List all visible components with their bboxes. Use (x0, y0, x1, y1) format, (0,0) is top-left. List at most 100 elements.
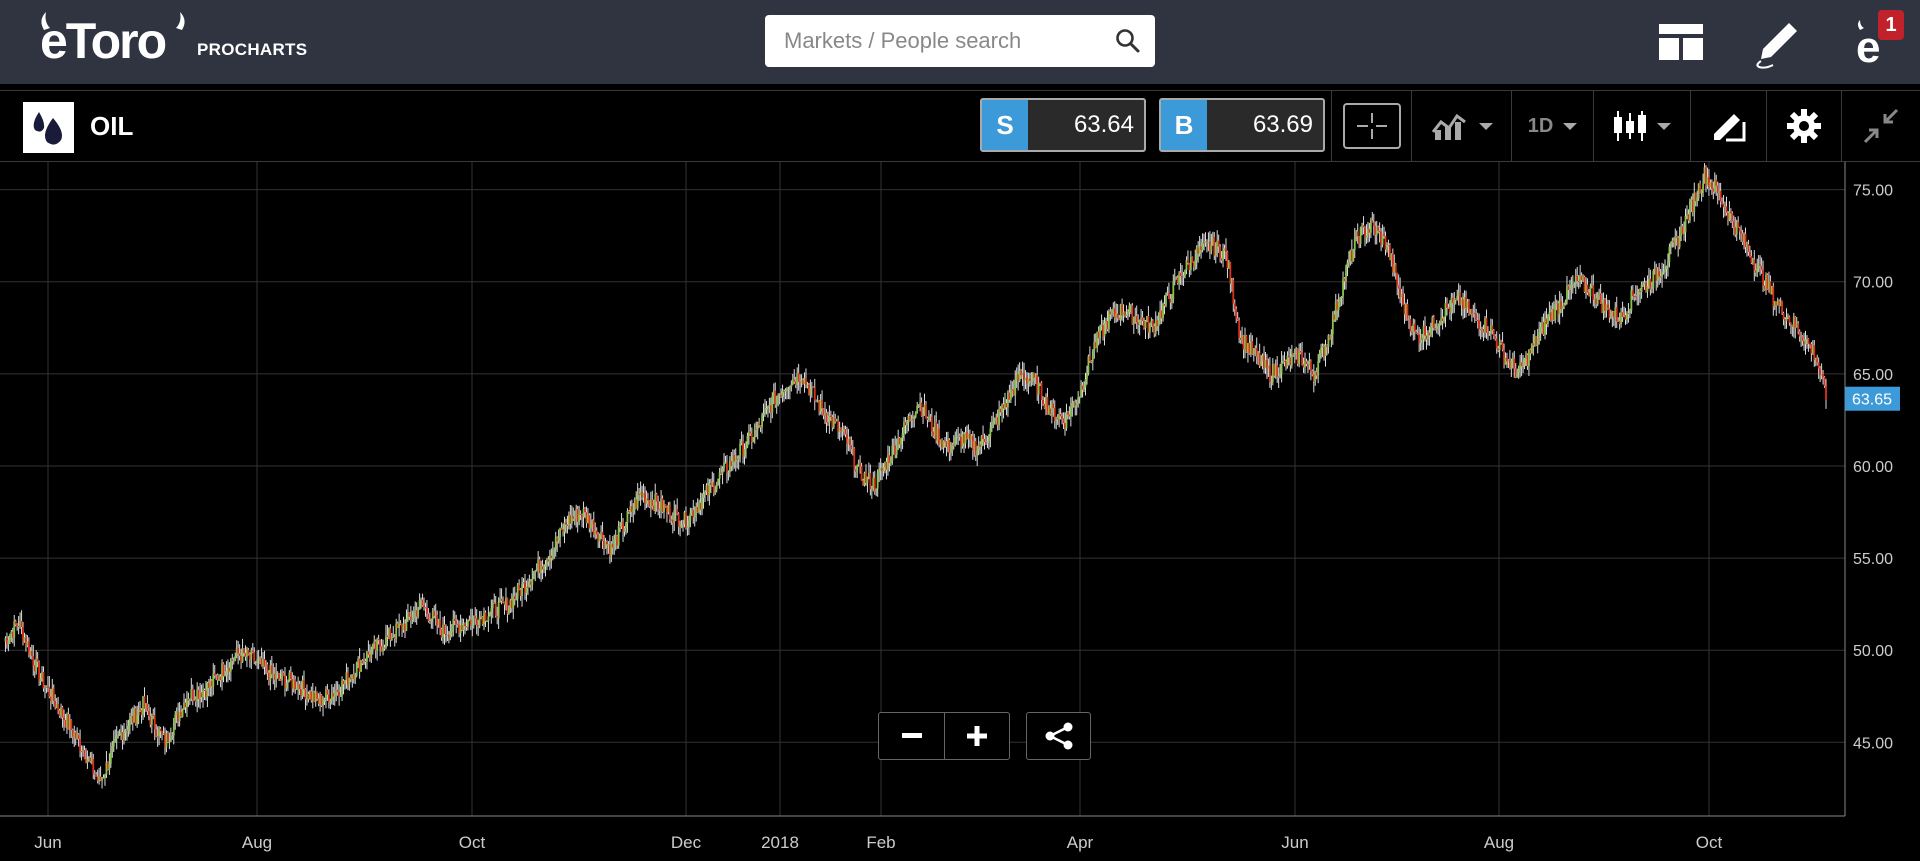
candle-body (345, 672, 348, 681)
candle-body (1690, 199, 1693, 202)
drawing-tools-button[interactable] (1690, 91, 1766, 161)
candle-body (104, 774, 106, 778)
candle-body (1015, 374, 1018, 380)
candle-body (1078, 396, 1081, 398)
search-icon[interactable] (1115, 28, 1141, 54)
timeframe-button[interactable]: 1D (1511, 91, 1593, 161)
candle-body (875, 488, 878, 492)
candle-body (1596, 296, 1599, 305)
indicators-button[interactable] (1411, 91, 1511, 161)
candle-body (1694, 192, 1697, 202)
candle-body (1343, 278, 1346, 282)
candle-body (525, 586, 528, 593)
candle-body (1409, 318, 1412, 332)
candle-body (1523, 358, 1526, 366)
candle-body (1507, 359, 1510, 362)
candle-body (1239, 337, 1242, 340)
candle-body (1238, 320, 1241, 338)
crosshair-button[interactable] (1331, 91, 1411, 161)
candle-body (361, 660, 364, 664)
sell-button[interactable]: S 63.64 (980, 98, 1146, 152)
candle-body (1787, 316, 1789, 318)
candle-body (750, 433, 753, 442)
candle-body (190, 689, 193, 699)
candle-body (212, 673, 215, 687)
candle-body (784, 389, 787, 392)
zoom-in-button[interactable] (944, 713, 1009, 759)
candle-body (821, 399, 823, 409)
search-box[interactable] (765, 15, 1155, 67)
candle-body (859, 462, 862, 467)
x-tick-label: Dec (671, 833, 702, 852)
candle-body (882, 467, 885, 472)
candle-body (535, 568, 538, 571)
candlestick-chart[interactable]: 45.00 50.00 55.00 60.00 65.00 70.00 75.00 Jun Au… (0, 162, 1920, 856)
search-input[interactable] (765, 15, 1095, 67)
candle-body (1655, 267, 1658, 281)
candle-body (442, 624, 444, 638)
collapse-button[interactable] (1841, 91, 1920, 161)
candle-body (44, 686, 46, 689)
candle-body (1602, 299, 1605, 313)
candle-body (733, 454, 736, 462)
candle-body (1696, 198, 1699, 202)
candle-body (1528, 349, 1530, 367)
candle-body (238, 653, 241, 656)
candle-body (1506, 357, 1508, 362)
candle-body (982, 435, 984, 439)
candle-body (1592, 285, 1595, 300)
candle-body (1734, 227, 1737, 235)
candle-body (1274, 365, 1277, 376)
candle-body (51, 688, 54, 702)
candle-body (1027, 378, 1030, 384)
candle-body (850, 445, 853, 450)
candle-body (1289, 357, 1292, 366)
candle-body (355, 662, 358, 676)
candle-body (1125, 314, 1128, 316)
candle-body (1135, 315, 1138, 323)
candle-body (1605, 304, 1608, 312)
candle-body (747, 431, 750, 436)
edit-button[interactable] (1749, 14, 1805, 70)
candle-body (449, 631, 452, 638)
candle-body (1402, 294, 1404, 304)
candle-body (63, 717, 65, 720)
candle-body (64, 719, 67, 728)
candle-body (341, 680, 343, 696)
candle-body (199, 692, 202, 699)
candle-body (922, 414, 924, 417)
candle-body (1219, 246, 1222, 259)
candle-body (1674, 236, 1677, 243)
candle-body (667, 504, 670, 513)
candle-body (178, 711, 181, 722)
profile-button[interactable]: e 1 (1848, 10, 1904, 70)
candle-body (1476, 319, 1479, 321)
buy-button[interactable]: B 63.69 (1159, 98, 1325, 152)
candle-body (1508, 359, 1511, 369)
etoro-logo[interactable]: eToro PROCHARTS (36, 12, 307, 66)
zoom-out-button[interactable] (879, 713, 944, 759)
candle-body (980, 435, 983, 447)
candle-body (1803, 340, 1805, 345)
candle-body (1150, 320, 1153, 324)
chart-type-button[interactable] (1593, 91, 1690, 161)
candle-body (1283, 360, 1286, 362)
settings-button[interactable] (1766, 91, 1841, 161)
candle-body (1110, 312, 1113, 315)
candle-body (206, 682, 209, 698)
candle-body (1618, 320, 1621, 325)
candle-body (445, 634, 447, 636)
candle-body (1659, 276, 1662, 278)
candle-body (1765, 274, 1767, 290)
candle-body (1201, 242, 1204, 251)
candle-body (284, 675, 286, 689)
candle-body (455, 621, 458, 625)
price-chart[interactable]: 45.00 50.00 55.00 60.00 65.00 70.00 75.00 Jun Au… (0, 162, 1920, 856)
candle-body (524, 581, 526, 593)
layout-button[interactable] (1653, 14, 1709, 70)
candle-body (1611, 311, 1614, 317)
candle-body (193, 699, 196, 701)
instrument-name[interactable]: OIL (90, 111, 134, 141)
candle-body (115, 736, 118, 739)
share-button[interactable] (1026, 712, 1091, 760)
